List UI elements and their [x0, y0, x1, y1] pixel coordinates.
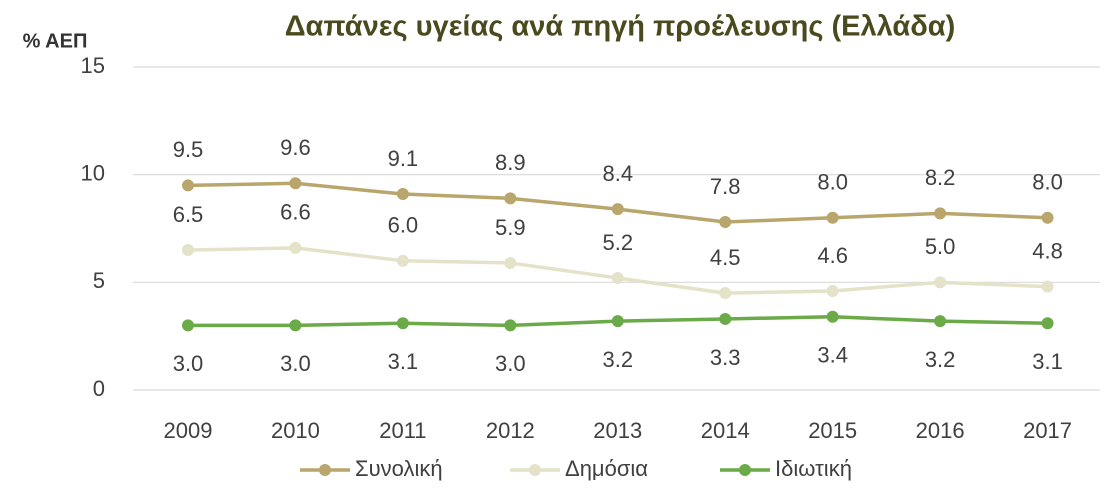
y-tick-label: 10 — [81, 160, 105, 185]
data-point — [826, 310, 839, 323]
y-axis-label: % ΑΕΠ — [23, 30, 88, 52]
data-point — [1041, 280, 1054, 293]
data-point — [611, 272, 624, 285]
data-point — [182, 244, 194, 257]
data-point — [719, 312, 732, 325]
legend-marker — [529, 464, 541, 476]
legend-marker — [319, 464, 331, 476]
data-label: 8.0 — [817, 170, 848, 195]
data-label: 4.5 — [710, 245, 741, 270]
x-tick-label: 2009 — [164, 418, 213, 443]
data-point — [289, 177, 302, 190]
x-tick-label: 2017 — [1023, 418, 1072, 443]
y-tick-label: 0 — [93, 376, 105, 401]
data-label: 3.4 — [817, 343, 848, 368]
data-point — [504, 192, 517, 205]
data-point — [396, 254, 409, 267]
data-label: 6.0 — [388, 213, 419, 238]
data-point — [396, 188, 409, 201]
data-label: 3.1 — [1032, 349, 1063, 374]
data-label: 3.1 — [388, 349, 419, 374]
data-label: 3.2 — [925, 347, 956, 372]
data-point — [934, 276, 947, 289]
data-point — [1041, 211, 1054, 224]
data-label: 5.9 — [495, 215, 526, 240]
x-tick-label: 2010 — [271, 418, 320, 443]
data-label: 9.6 — [280, 135, 311, 160]
data-point — [289, 241, 302, 254]
data-point — [289, 319, 302, 332]
data-label: 9.1 — [388, 146, 419, 171]
y-tick-label: 15 — [81, 53, 105, 78]
data-label: 8.2 — [925, 165, 956, 190]
data-point — [719, 287, 732, 300]
x-tick-label: 2014 — [701, 418, 750, 443]
data-point — [611, 203, 624, 216]
data-label: 8.9 — [495, 150, 526, 175]
data-label: 7.8 — [710, 174, 741, 199]
data-label: 6.6 — [280, 200, 311, 225]
legend-marker — [739, 464, 751, 476]
data-point — [826, 284, 839, 297]
data-point — [826, 211, 839, 224]
legend-label: Συνολική — [355, 456, 443, 481]
data-label: 4.8 — [1032, 238, 1063, 263]
data-point — [504, 256, 517, 269]
data-point — [182, 179, 194, 192]
data-point — [934, 207, 947, 220]
y-tick-label: 5 — [93, 268, 105, 293]
data-label: 3.0 — [173, 351, 204, 376]
data-label: 9.5 — [173, 137, 204, 162]
x-tick-label: 2016 — [916, 418, 965, 443]
data-point — [396, 317, 409, 330]
data-label: 3.3 — [710, 345, 741, 370]
data-label: 3.0 — [495, 351, 526, 376]
x-tick-label: 2012 — [486, 418, 535, 443]
chart-title: Δαπάνες υγείας ανά πηγή προέλευσης (Ελλά… — [285, 11, 956, 43]
series-line — [187, 181, 1048, 224]
data-point — [934, 315, 947, 328]
data-label: 3.0 — [280, 351, 311, 376]
x-tick-label: 2013 — [593, 418, 642, 443]
data-label: 8.4 — [602, 161, 633, 186]
data-label: 4.6 — [817, 243, 848, 268]
data-point — [504, 319, 517, 332]
data-point — [182, 319, 194, 332]
legend-label: Δημόσια — [565, 456, 648, 481]
data-point — [611, 315, 624, 328]
x-tick-label: 2011 — [379, 418, 426, 443]
data-label: 5.0 — [925, 234, 956, 259]
data-label: 3.2 — [602, 347, 633, 372]
data-label: 6.5 — [173, 202, 204, 227]
legend-label: Ιδιωτική — [775, 456, 852, 481]
data-label: 5.2 — [602, 230, 633, 255]
data-point — [719, 216, 732, 229]
data-point — [1041, 317, 1054, 330]
data-label: 8.0 — [1032, 170, 1063, 195]
x-tick-label: 2015 — [808, 418, 857, 443]
